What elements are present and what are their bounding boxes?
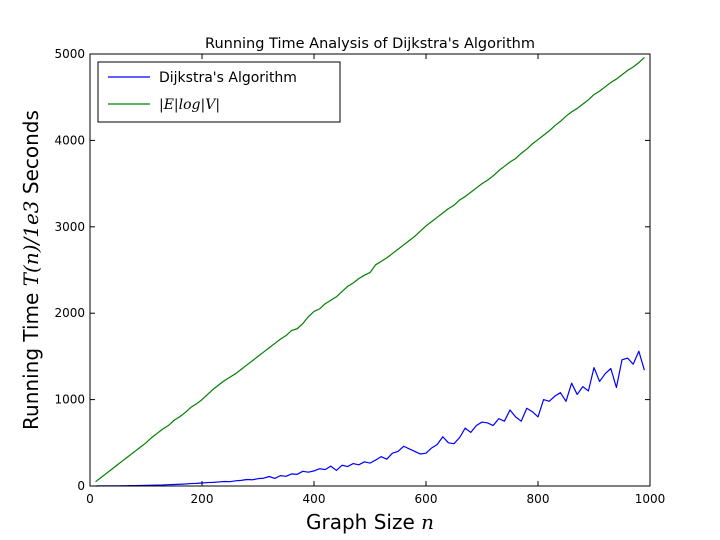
x-tick-label: 1000 xyxy=(635,492,666,506)
x-tick-label: 200 xyxy=(191,492,214,506)
x-tick-label: 600 xyxy=(415,492,438,506)
legend-label-dijkstra: Dijkstra's Algorithm xyxy=(159,70,297,86)
plot-frame xyxy=(89,53,651,487)
legend: Dijkstra's Algorithm |E|log|V| xyxy=(97,61,341,123)
y-axis-label-text: Running Time xyxy=(19,286,43,430)
y-axis-label: Running Time T(n)/1e3 Seconds xyxy=(19,110,43,430)
y-tick-label: 2000 xyxy=(54,306,85,320)
legend-box xyxy=(97,61,341,123)
x-axis-label-var: n xyxy=(421,510,434,534)
x-tick-label: 0 xyxy=(86,492,94,506)
series-line-dijkstra xyxy=(95,350,645,487)
chart-title: Running Time Analysis of Dijkstra's Algo… xyxy=(205,36,535,52)
legend-label-elogv: |E|log|V| xyxy=(159,97,220,113)
series-line-elogv xyxy=(95,57,645,483)
x-tick-label: 400 xyxy=(303,492,326,506)
y-tick-label: 5000 xyxy=(54,47,85,61)
y-axis-label-var: T(n)/1e3 xyxy=(19,200,43,286)
x-axis-label: Graph Size n xyxy=(306,510,434,534)
y-tick-label: 3000 xyxy=(54,220,85,234)
x-axis-label-text: Graph Size xyxy=(306,510,421,534)
x-tick-label: 800 xyxy=(527,492,550,506)
y-tick-label: 0 xyxy=(77,479,85,493)
y-tick-label: 1000 xyxy=(54,393,85,407)
y-tick-label: 4000 xyxy=(54,133,85,147)
y-axis-label-suffix: Seconds xyxy=(19,110,43,200)
ticks-layer: 0 200 400 600 800 1000 0 1000 2000 3000 4000 5000 xyxy=(54,47,665,506)
series-layer xyxy=(95,57,645,487)
